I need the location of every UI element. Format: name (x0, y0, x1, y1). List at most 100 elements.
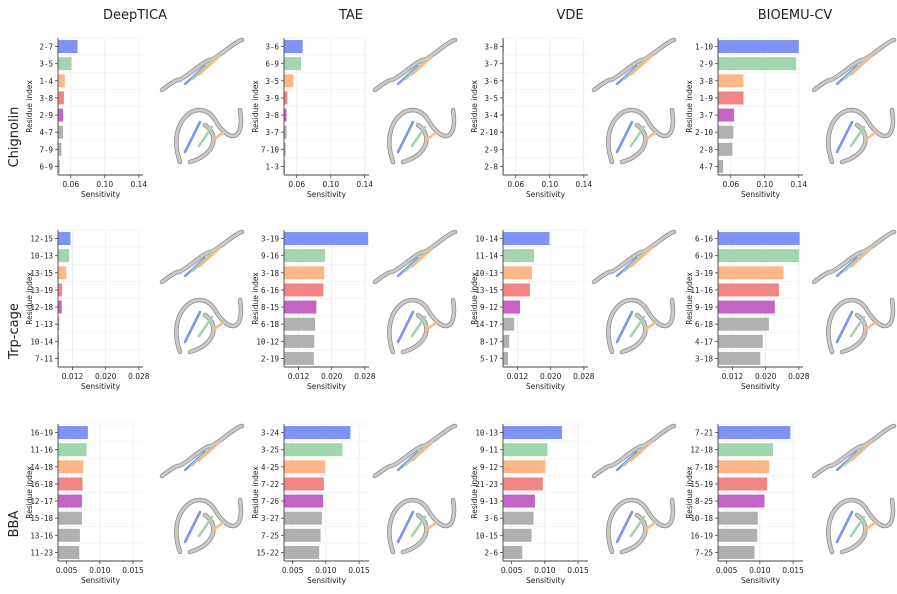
contact-line (396, 510, 415, 544)
structure-chignolin-tae (372, 37, 458, 165)
tick-label: 0.06 (62, 180, 79, 189)
y-axis-label: Residue index (25, 466, 34, 519)
bar (58, 426, 88, 440)
category-label: 3-8 (484, 43, 498, 52)
bar (284, 74, 294, 88)
contact-line (849, 515, 866, 538)
category-label: 11-23 (30, 548, 53, 557)
tick-label: 0.015 (567, 566, 589, 575)
category-label: 2-9 (699, 60, 713, 69)
protein-ribbon (606, 298, 675, 354)
x-axis-label: Sensitivity (741, 382, 781, 391)
contact-line (198, 247, 221, 268)
contact-line (849, 315, 866, 338)
category-label: 9-16 (261, 252, 280, 261)
category-label: 3-7 (699, 111, 713, 120)
contact-line (190, 251, 214, 273)
tick-label: 0.10 (96, 180, 113, 189)
contact-line (835, 120, 854, 154)
bar (718, 57, 797, 71)
tick-label: 0.010 (534, 566, 556, 575)
contact-line (835, 450, 859, 472)
tick-label: 0.010 (89, 566, 111, 575)
x-axis-label: Sensitivity (81, 190, 121, 199)
contact-line (643, 320, 658, 332)
contact-line (424, 520, 439, 532)
bar (284, 511, 322, 525)
y-axis-label: Residue index (251, 466, 260, 519)
category-label: 3-19 (695, 269, 713, 278)
bar (284, 494, 324, 508)
bar (284, 266, 325, 280)
category-label: 3-18 (695, 354, 714, 363)
contact-line (835, 256, 859, 278)
category-label: 14-18 (30, 463, 53, 472)
category-label: 10-13 (475, 429, 498, 438)
contact-line (629, 515, 646, 538)
bar (58, 443, 87, 457)
tick-label: 0.14 (575, 180, 592, 189)
structure-chignolin-bioemu-cv (811, 37, 897, 165)
contact-line (410, 125, 427, 148)
category-label: 3-7 (265, 128, 279, 137)
tick-label: 0.012 (288, 372, 310, 381)
contact-line (396, 310, 415, 344)
protein-ribbon (373, 38, 457, 92)
bar (503, 334, 510, 348)
bar (58, 266, 67, 280)
y-axis-label: Residue index (470, 466, 479, 519)
category-label: 12-17 (30, 497, 53, 506)
chart-chignolin-tae: 3-6 6-9 3-5 3-9 3-8 3-7 7-10 1-3 0.06 0.10 0.14 Sen… (251, 37, 373, 199)
protein-ribbon (812, 230, 896, 284)
chart-trp-cage-deeptica: 12-15 10-13 13-15 13-19 12-18 1-13 10-14 7-11 0.… (25, 229, 150, 391)
category-label: 16-18 (30, 480, 53, 489)
bar (58, 545, 80, 559)
contact-line (623, 446, 646, 467)
category-label: 3-5 (39, 60, 53, 69)
y-axis-label: Residue index (25, 272, 34, 325)
contact-line (850, 55, 873, 76)
category-label: 2-19 (261, 354, 279, 363)
bar (503, 300, 520, 314)
structure-bba-deeptica (159, 423, 245, 555)
tick-label: 0.005 (56, 566, 78, 575)
bar (284, 317, 316, 331)
bar (718, 426, 791, 440)
contact-line (623, 60, 646, 81)
contact-line (615, 64, 639, 86)
category-label: 3-25 (261, 446, 279, 455)
x-axis-label: Sensitivity (741, 576, 781, 585)
contact-line (411, 55, 434, 76)
y-axis-label: Residue index (251, 80, 260, 133)
contact-line (411, 441, 434, 462)
contact-line (183, 510, 202, 544)
bar (284, 125, 287, 139)
tick-label: 0.14 (790, 180, 807, 189)
category-label: 3-27 (261, 514, 279, 523)
bar (503, 545, 523, 559)
contact-line (850, 441, 873, 462)
bar (503, 249, 535, 263)
protein-ribbon (606, 108, 675, 164)
chart-chignolin-deeptica: 2-7 3-5 1-4 3-8 2-9 4-7 7-9 6-9 0.06 0.10 0.14 Sens… (25, 37, 147, 199)
protein-ribbon (174, 498, 243, 554)
category-label: 2-10 (480, 128, 499, 137)
bar (58, 57, 72, 71)
y-axis-label: Residue index (251, 272, 260, 325)
contact-line (630, 55, 653, 76)
category-label: 6-18 (695, 320, 714, 329)
bar (58, 511, 82, 525)
category-label: 2-10 (695, 128, 714, 137)
tick-label: 0.10 (756, 180, 773, 189)
chart-bba-deeptica: 16-19 11-16 14-18 16-18 12-17 15-18 13-16 11-23… (25, 423, 144, 585)
x-axis-label: Sensitivity (526, 576, 566, 585)
protein-ribbon (387, 108, 456, 164)
bar (503, 351, 508, 365)
tick-label: 0.10 (322, 180, 339, 189)
protein-ribbon (373, 424, 457, 478)
x-axis-label: Sensitivity (526, 382, 566, 391)
tick-label: 0.028 (788, 372, 810, 381)
contact-line (211, 520, 226, 532)
column-title-tae: TAE (338, 8, 363, 23)
bar (718, 283, 779, 297)
